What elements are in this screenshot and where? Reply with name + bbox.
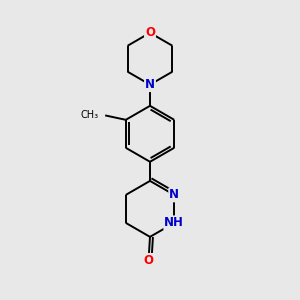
Text: CH₃: CH₃ xyxy=(81,110,99,120)
Text: N: N xyxy=(169,188,179,201)
Text: O: O xyxy=(145,26,155,39)
Text: O: O xyxy=(143,254,154,267)
Text: N: N xyxy=(145,78,155,91)
Text: NH: NH xyxy=(164,216,184,230)
